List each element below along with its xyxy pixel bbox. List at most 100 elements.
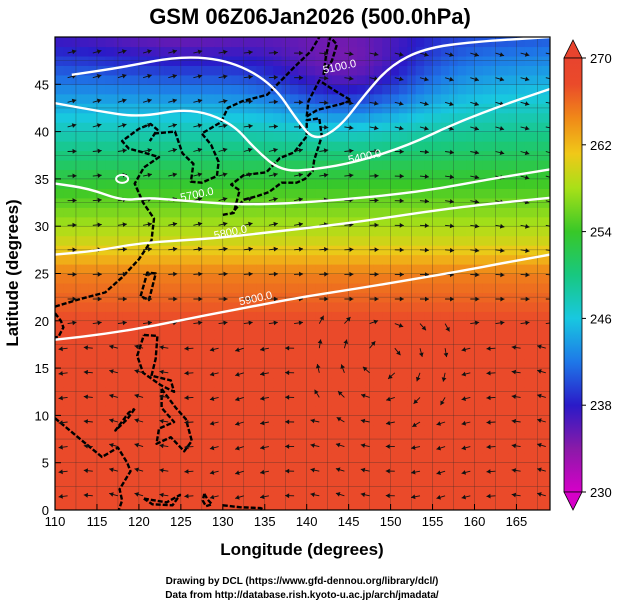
wind-arrow-head: [386, 396, 391, 402]
wind-arrow-head: [248, 123, 253, 129]
wind-arrow-head: [335, 442, 341, 448]
x-tick-label: 165: [506, 514, 528, 529]
wind-arrow-head: [449, 223, 455, 229]
wind-arrow-head: [97, 173, 102, 178]
wind-arrow-head: [197, 123, 203, 128]
wind-arrow-head: [298, 197, 303, 202]
wind-arrow-head: [374, 173, 379, 179]
coastline-1: [153, 37, 321, 184]
wind-arrow-head: [197, 221, 203, 227]
contour-5800: [55, 196, 550, 256]
wind-arrow-head: [317, 339, 323, 344]
wind-arrow-head: [172, 123, 177, 128]
wind-arrow-head: [525, 296, 530, 302]
wind-arrow-head: [235, 495, 240, 500]
x-tick-label: 145: [338, 514, 360, 529]
wind-arrow-head: [197, 49, 203, 55]
wind-arrow-head: [349, 100, 354, 106]
wind-arrow-head: [198, 271, 203, 277]
wind-arrow-head: [122, 123, 127, 128]
wind-arrow-head: [197, 172, 203, 177]
wind-streamlines: [58, 49, 555, 500]
wind-arrow-head: [248, 271, 253, 277]
wind-arrow-head: [122, 98, 127, 104]
wind-arrow-head: [419, 352, 424, 357]
contour-5100: [71, 37, 550, 139]
wind-arrow-head: [172, 74, 177, 79]
wind-arrow-head: [248, 74, 253, 80]
wind-arrow-head: [260, 371, 265, 377]
wind-arrow-head: [273, 75, 278, 80]
colorbar: 230 238 246 254 262 270: [563, 39, 612, 511]
wind-arrow: [545, 200, 550, 203]
wind-arrow: [545, 101, 550, 104]
wind-arrow-head: [184, 346, 189, 351]
wind-arrow-head: [324, 296, 329, 302]
wind-arrow-head: [197, 74, 203, 79]
wind-arrow-head: [310, 418, 315, 424]
wind-arrow-head: [323, 172, 329, 178]
wind-arrow: [545, 322, 550, 325]
wind-arrow-head: [436, 445, 441, 451]
y-tick-label: 20: [35, 314, 49, 329]
wind-arrow-head: [83, 468, 88, 474]
wind-arrow-head: [58, 371, 63, 376]
wind-arrow-head: [499, 223, 505, 229]
wind-arrow-head: [486, 395, 491, 401]
wind-arrow-head: [511, 443, 517, 449]
wind-arrow-head: [235, 347, 240, 352]
wind-arrow-head: [461, 445, 466, 451]
wind-arrow-head: [449, 126, 454, 131]
wind-arrow-head: [72, 247, 77, 253]
wind-arrow-head: [184, 370, 189, 376]
wind-arrow-head: [159, 418, 164, 424]
wind-arrow-head: [411, 445, 416, 450]
wind-arrow-head: [58, 444, 63, 450]
wind-arrow-head: [399, 296, 404, 302]
wind-arrow-head: [499, 150, 505, 155]
wind-arrow-head: [349, 173, 354, 178]
wind-arrow-head: [134, 467, 139, 473]
coastline-7: [155, 388, 193, 453]
wind-arrow-head: [134, 442, 139, 448]
wind-arrow-head: [499, 52, 505, 57]
wind-arrow-head: [398, 323, 404, 328]
wind-arrow-head: [273, 246, 278, 252]
coastline-12: [201, 493, 214, 508]
wind-arrow-head: [550, 101, 554, 106]
wind-arrow-head: [449, 247, 455, 253]
wind-arrow-head: [551, 297, 555, 302]
wind-arrow-head: [122, 73, 127, 79]
wind-arrow-head: [285, 444, 290, 449]
wind-arrow-head: [443, 352, 449, 358]
wind-arrow-head: [147, 320, 152, 326]
wind-arrow-head: [273, 50, 278, 56]
wind-arrow-head: [362, 366, 368, 372]
wind-arrow-head: [184, 469, 189, 474]
wind-arrow-head: [537, 418, 542, 423]
wind-arrow-head: [159, 345, 164, 350]
wind-arrow-head: [324, 124, 329, 130]
wind-arrow-head: [83, 443, 88, 449]
wind-arrow-head: [109, 344, 114, 350]
wind-arrow-head: [298, 148, 303, 153]
wind-arrow-head: [474, 199, 480, 204]
wind-arrow-head: [248, 99, 253, 104]
wind-arrow-head: [525, 320, 530, 326]
wind-arrow-head: [374, 148, 379, 154]
x-axis-ticks: 110 115 120 125 130 135 140 145 150 155 160 165: [45, 504, 528, 529]
wind-arrow-head: [550, 76, 554, 81]
wind-arrow-head: [72, 272, 77, 277]
wind-arrow-head: [551, 273, 555, 278]
wind-arrow-head: [299, 271, 304, 277]
wind-arrow-head: [335, 467, 341, 472]
wind-arrow-head: [500, 272, 505, 278]
wind-arrow-head: [83, 419, 88, 424]
wind-arrow-head: [147, 222, 152, 227]
wind-arrow-head: [525, 272, 530, 278]
wind-arrow-head: [486, 444, 491, 450]
colorbar-top-cap: [563, 39, 583, 59]
wind-arrow-head: [96, 74, 102, 79]
